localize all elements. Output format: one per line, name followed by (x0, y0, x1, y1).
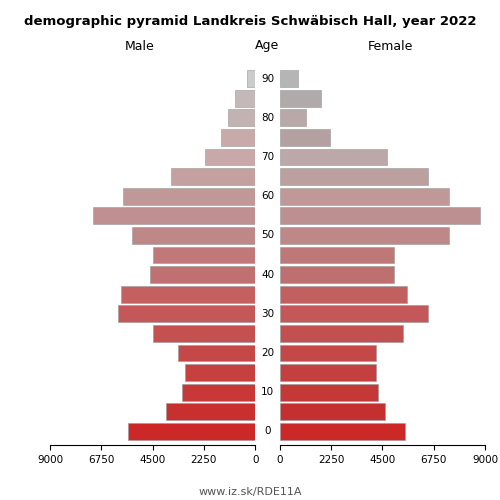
Bar (166, 404, 255, 420)
Bar (280, 286, 407, 302)
Text: 10: 10 (261, 387, 274, 397)
Bar (280, 148, 387, 166)
Bar (150, 266, 255, 283)
Text: 50: 50 (261, 230, 274, 240)
Bar (280, 70, 298, 87)
Bar (280, 266, 394, 283)
Text: 60: 60 (261, 191, 274, 201)
Bar (178, 344, 255, 362)
Text: 80: 80 (261, 113, 274, 123)
Bar (280, 208, 480, 224)
Bar (152, 325, 255, 342)
Text: 90: 90 (261, 74, 274, 84)
Text: 30: 30 (261, 309, 274, 319)
Bar (280, 344, 376, 362)
Bar (280, 384, 378, 400)
Bar (280, 90, 321, 106)
Text: 0: 0 (264, 426, 271, 436)
Bar (280, 227, 448, 244)
Bar (184, 364, 255, 381)
Bar (120, 286, 255, 302)
Text: 70: 70 (261, 152, 274, 162)
Bar (280, 188, 448, 204)
Text: Female: Female (368, 40, 412, 52)
Bar (247, 70, 255, 87)
Bar (118, 306, 255, 322)
Bar (234, 90, 255, 106)
Bar (94, 208, 255, 224)
Bar (280, 423, 405, 440)
Bar (132, 227, 255, 244)
Bar (221, 129, 255, 146)
Text: 40: 40 (261, 270, 274, 280)
Bar (228, 110, 255, 126)
Bar (280, 110, 306, 126)
Bar (280, 129, 330, 146)
Bar (152, 246, 255, 264)
Bar (182, 384, 255, 400)
Bar (280, 246, 394, 264)
Bar (280, 168, 428, 185)
Bar (171, 168, 255, 185)
Bar (280, 404, 384, 420)
Text: Male: Male (125, 40, 155, 52)
Text: Age: Age (256, 40, 280, 52)
Text: 20: 20 (261, 348, 274, 358)
Text: www.iz.sk/RDE11A: www.iz.sk/RDE11A (198, 488, 302, 498)
Bar (128, 423, 255, 440)
Bar (123, 188, 255, 204)
Bar (280, 364, 376, 381)
Text: demographic pyramid Landkreis Schwäbisch Hall, year 2022: demographic pyramid Landkreis Schwäbisch… (24, 15, 476, 28)
Bar (280, 306, 428, 322)
Bar (280, 325, 403, 342)
Bar (205, 148, 255, 166)
